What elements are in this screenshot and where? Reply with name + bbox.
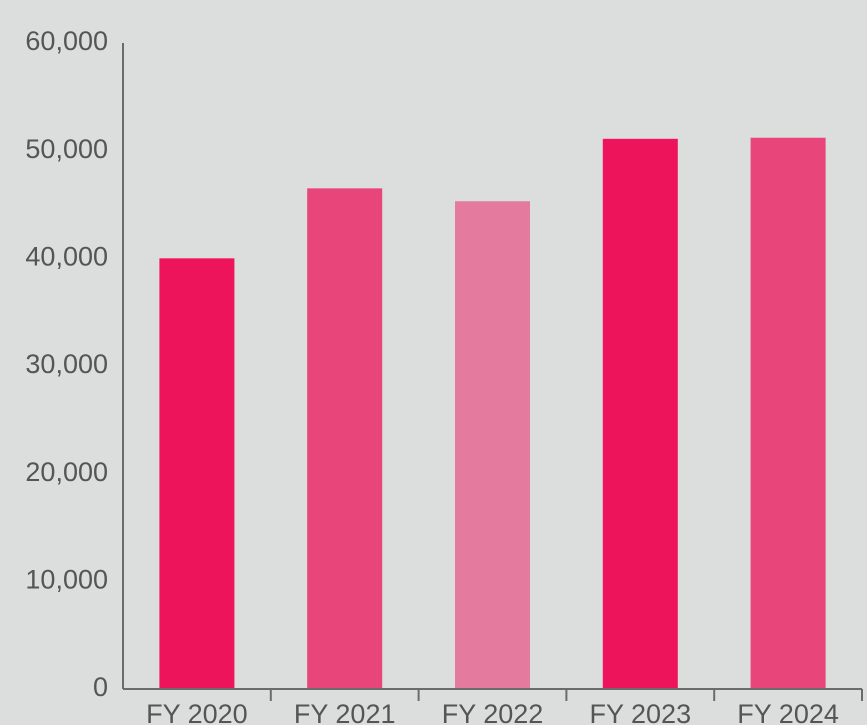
bar (602, 138, 678, 689)
x-tick-label: FY 2022 (442, 699, 544, 725)
y-tick-label: 10,000 (25, 564, 108, 594)
x-tick-label: FY 2020 (146, 699, 248, 725)
y-tick-label: 40,000 (25, 241, 108, 271)
bar (307, 188, 383, 689)
x-tick-label: FY 2024 (737, 699, 839, 725)
bar (159, 258, 235, 689)
bar (455, 201, 530, 689)
x-tick-label: FY 2023 (590, 699, 692, 725)
y-tick-label: 50,000 (25, 134, 108, 164)
y-tick-label: 60,000 (25, 26, 108, 56)
y-tick-label: 30,000 (25, 349, 108, 379)
y-tick-label: 0 (93, 672, 108, 702)
y-tick-label: 20,000 (25, 457, 108, 487)
x-tick-label: FY 2021 (294, 699, 396, 725)
bar (750, 137, 826, 689)
